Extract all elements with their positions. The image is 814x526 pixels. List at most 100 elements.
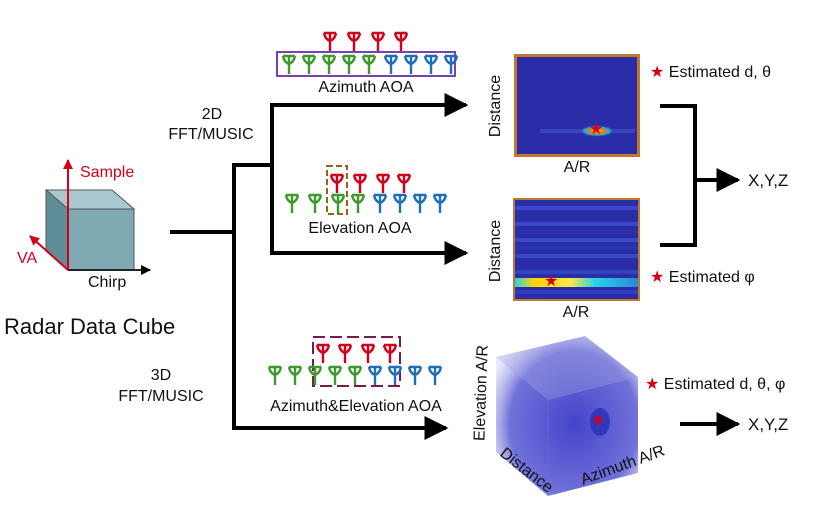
estimated-all-star-icon: ★ [645,376,660,393]
cube3d-volume [496,336,638,496]
rx-antenna-icon [423,54,439,74]
rx-antenna-icon [432,193,448,213]
tx-antenna-icon [346,31,362,51]
azimuth-antenna-array [276,31,459,77]
azimuth-heatmap-ylabel: Distance [487,74,504,138]
cube3d-peak-star-icon: ★ [591,412,606,429]
cube3d-top-face [496,336,638,400]
chirp-axis-label: Chirp [88,274,127,291]
rx-antenna-icon [307,365,323,385]
cube-front-face [67,208,135,271]
azimuth-heatmap-frame [514,54,640,157]
elevation-heatmap-stripe [515,290,638,294]
tx-antenna-icon [382,343,398,363]
rx-antenna-icon [307,193,323,213]
elevation-heatmap-hotband [515,278,638,287]
elevation-heatmap-stripe [515,262,638,266]
azimuth-heatmap [514,54,640,157]
tx-antenna-icon [393,31,409,51]
joint-antenna-array [267,336,443,387]
estimated-phi: ★ Estimated φ [650,270,755,286]
merge-bracket [660,104,697,247]
elevation-heatmap-stripes [515,206,638,294]
fft2d-label-line2: FFT/MUSIC [168,126,254,143]
tx-antenna-icon [375,173,391,193]
elevation-peak-star-icon: ★ [544,273,559,290]
rx-antenna-icon [443,54,459,74]
cube-title: Radar Data Cube [4,314,176,339]
xyz-output-top: X,Y,Z [748,171,789,190]
va-axis-label: VA [17,250,38,267]
elevation-heatmap-stripe [515,214,638,218]
elevation-heatmap-stripe [515,270,638,274]
sample-axis-label: Sample [80,164,135,181]
rx-antenna-icon [427,365,443,385]
rx-antenna-icon [361,54,377,74]
elevation-heatmap-stripe [515,206,638,210]
elevation-heatmap-stripe [515,246,638,250]
rx-antenna-icon [267,365,283,385]
tx-antenna-icon [322,31,338,51]
estimated-all: ★ Estimated d, θ, φ [645,377,785,393]
radar-data-cube [29,159,151,275]
rx-antenna-icon [281,54,297,74]
joint-aoa-label: Azimuth&Elevation AOA [270,398,442,415]
estimated-phi-text: Estimated φ [668,269,755,286]
joint-selection-box [312,336,401,387]
fft3d-label-line2: FFT/MUSIC [118,388,204,405]
estimated-all-text: Estimated d, θ, φ [663,376,786,393]
rx-antenna-icon [372,193,388,213]
cube3d-heatmap [496,336,638,496]
rx-antenna-icon [350,193,366,213]
azimuth-peak-star-icon: ★ [589,121,604,138]
rx-antenna-icon [407,365,423,385]
azimuth-aoa-label: Azimuth AOA [318,79,414,96]
fft2d-label-line1: 2D [201,106,223,123]
elevation-heatmap-stripe [515,230,638,234]
elevation-antenna-array [284,165,448,215]
azimuth-heatmap-peak [579,125,615,137]
tx-antenna-icon [329,173,345,193]
tx-antenna-icon [315,343,331,363]
cube3d-peak [590,408,610,436]
elevation-heatmap [513,198,640,301]
tx-antenna-icon [360,343,376,363]
estimated-phi-star-icon: ★ [650,269,665,286]
elevation-heatmap-stripe [515,254,638,258]
estimated-d-theta: ★ Estimated d, θ [650,65,771,81]
rx-antenna-icon [284,193,300,213]
tx-antenna-icon [370,31,386,51]
rx-antenna-icon [287,365,303,385]
estimated-d-theta-star-icon: ★ [650,64,665,81]
flow-lines [170,93,741,440]
elevation-selection-box [326,165,348,215]
xyz-output-bottom: X,Y,Z [748,415,789,434]
estimated-d-theta-text: Estimated d, θ [668,64,772,81]
elevation-heatmap-ylabel: Distance [487,219,504,283]
rx-antenna-icon [403,54,419,74]
rx-antenna-icon [321,54,337,74]
elevation-aoa-label: Elevation AOA [308,220,412,237]
elevation-heatmap-stripe [515,238,638,242]
tx-antenna-icon [352,173,368,193]
rx-antenna-icon [347,365,363,385]
rx-antenna-icon [327,365,343,385]
rx-antenna-icon [367,365,383,385]
rx-antenna-icon [412,193,428,213]
rx-antenna-icon [330,193,346,213]
elevation-heatmap-xlabel: A/R [562,304,590,321]
azimuth-array-outline [276,51,456,77]
va-axis [29,235,69,271]
rx-antenna-icon [341,54,357,74]
rx-antenna-icon [383,54,399,74]
rx-antenna-icon [392,193,408,213]
azimuth-heatmap-xlabel: A/R [563,159,591,176]
elevation-heatmap-stripe [515,222,638,226]
tx-antenna-icon [337,343,353,363]
rx-antenna-icon [387,365,403,385]
fft3d-label-line1: 3D [150,367,172,384]
rx-antenna-icon [301,54,317,74]
tx-antenna-icon [396,173,412,193]
